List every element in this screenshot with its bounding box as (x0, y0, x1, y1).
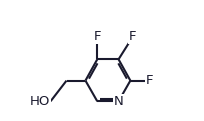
Text: F: F (129, 30, 136, 43)
Text: F: F (145, 74, 153, 87)
Text: F: F (93, 30, 101, 43)
Text: HO: HO (30, 95, 51, 108)
Text: N: N (114, 95, 123, 108)
